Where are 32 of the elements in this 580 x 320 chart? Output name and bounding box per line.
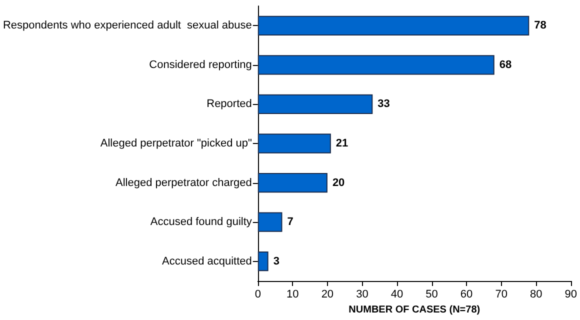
x-tick-label: 40	[390, 288, 404, 300]
bar	[258, 16, 530, 36]
y-tick-label: Alleged perpetrator "picked up"	[100, 138, 252, 150]
bar	[258, 134, 331, 154]
y-tick-label: Considered reporting	[149, 58, 252, 71]
data-label: 7	[287, 216, 294, 228]
data-label: 3	[273, 255, 280, 268]
y-tick-label: Accused found guilty	[150, 216, 252, 228]
y-tick-label: Respondents who experienced adult sexual abuse	[2, 20, 252, 32]
x-tick-label: 70	[495, 288, 508, 300]
y-tick-label: Reported	[206, 98, 252, 110]
x-tick-label: 20	[321, 288, 334, 300]
x-tick-label: 80	[530, 288, 542, 300]
bar	[258, 212, 282, 232]
y-tick-label: Accused acquitted	[162, 255, 252, 268]
data-label: 21	[336, 138, 348, 150]
x-tick-label: 60	[460, 288, 473, 300]
x-tick-label: 10	[286, 288, 299, 300]
bar	[258, 252, 268, 272]
bar	[258, 55, 494, 75]
x-tick-label: 90	[564, 288, 578, 300]
data-label: 20	[332, 176, 345, 189]
x-tick-label: 30	[356, 288, 368, 300]
x-tick-label: 50	[426, 288, 438, 300]
data-label: 68	[499, 58, 512, 71]
data-label: 78	[534, 20, 546, 32]
bar	[258, 172, 328, 193]
x-axis-title: NUMBER OF CASES (N=78)	[348, 304, 480, 316]
data-label: 33	[378, 98, 390, 110]
bar	[258, 94, 373, 114]
y-tick-label: Alleged perpetrator charged	[116, 176, 252, 189]
x-tick-label: 0	[254, 288, 261, 300]
